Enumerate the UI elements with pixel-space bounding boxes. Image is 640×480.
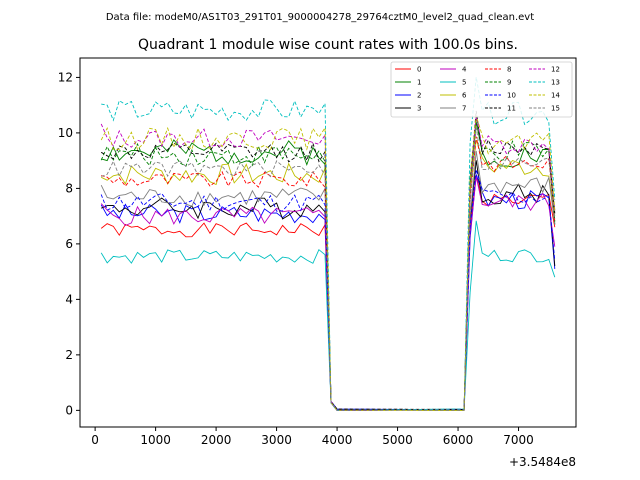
series-line-5 [100,220,556,411]
chart-title: Quadrant 1 module wise count rates with … [138,37,518,53]
y-tick-label: 2 [65,348,73,362]
series-line-15 [101,126,556,411]
x-tick-label: 3000 [261,433,292,447]
legend-label-9: 9 [507,79,511,87]
x-tick-label: 1000 [140,433,171,447]
y-tick-label: 6 [65,237,73,251]
series-line-12 [100,116,556,412]
legend-label-1: 1 [417,79,421,87]
series-line-13 [101,77,556,411]
x-axis: 0 1000 2000 3000 4000 5000 6000 7000 [91,427,534,447]
series-line-11 [100,110,556,410]
y-tick-label: 4 [65,292,73,306]
legend-label-4: 4 [462,66,467,74]
legend-label-3: 3 [417,105,421,113]
series-line-3 [101,160,556,412]
y-axis: 0 2 4 6 8 10 12 [58,70,80,417]
x-tick-label: 2000 [201,433,232,447]
legend-label-11: 11 [507,105,516,113]
legend-box [390,61,573,118]
legend-label-0: 0 [417,66,421,74]
legend-label-6: 6 [462,92,467,100]
series-line-4 [100,176,556,411]
file-label: Data file: modeM0/AS1T03_291T01_90000042… [106,12,534,23]
x-tick-label: 5000 [382,433,413,447]
series-line-9 [100,116,556,411]
series-line-6 [101,139,556,411]
legend-label-15: 15 [551,105,560,113]
legend-label-13: 13 [551,79,560,87]
series-line-10 [100,169,556,411]
legend-label-12: 12 [551,66,560,74]
legend-label-7: 7 [462,105,466,113]
y-tick-label: 12 [58,70,73,84]
series-line-8 [101,136,556,411]
legend-label-14: 14 [551,92,560,100]
legend-label-10: 10 [507,92,516,100]
x-tick-label: 6000 [443,433,474,447]
x-tick-label: 7000 [503,433,534,447]
legend-label-2: 2 [417,92,421,100]
x-tick-label: 0 [91,433,99,447]
plot-frame [79,57,577,428]
series-line-2 [100,174,556,411]
y-tick-label: 10 [58,126,73,140]
y-tick-label: 8 [65,181,73,195]
x-offset-label: +3.5484e8 [509,455,576,469]
series-line-14 [100,115,556,411]
legend-label-5: 5 [462,79,466,87]
legend-label-8: 8 [507,66,511,74]
y-tick-label: 0 [65,403,73,417]
x-tick-label: 4000 [322,433,353,447]
series-line-7 [100,150,556,411]
plot-area [100,77,556,412]
